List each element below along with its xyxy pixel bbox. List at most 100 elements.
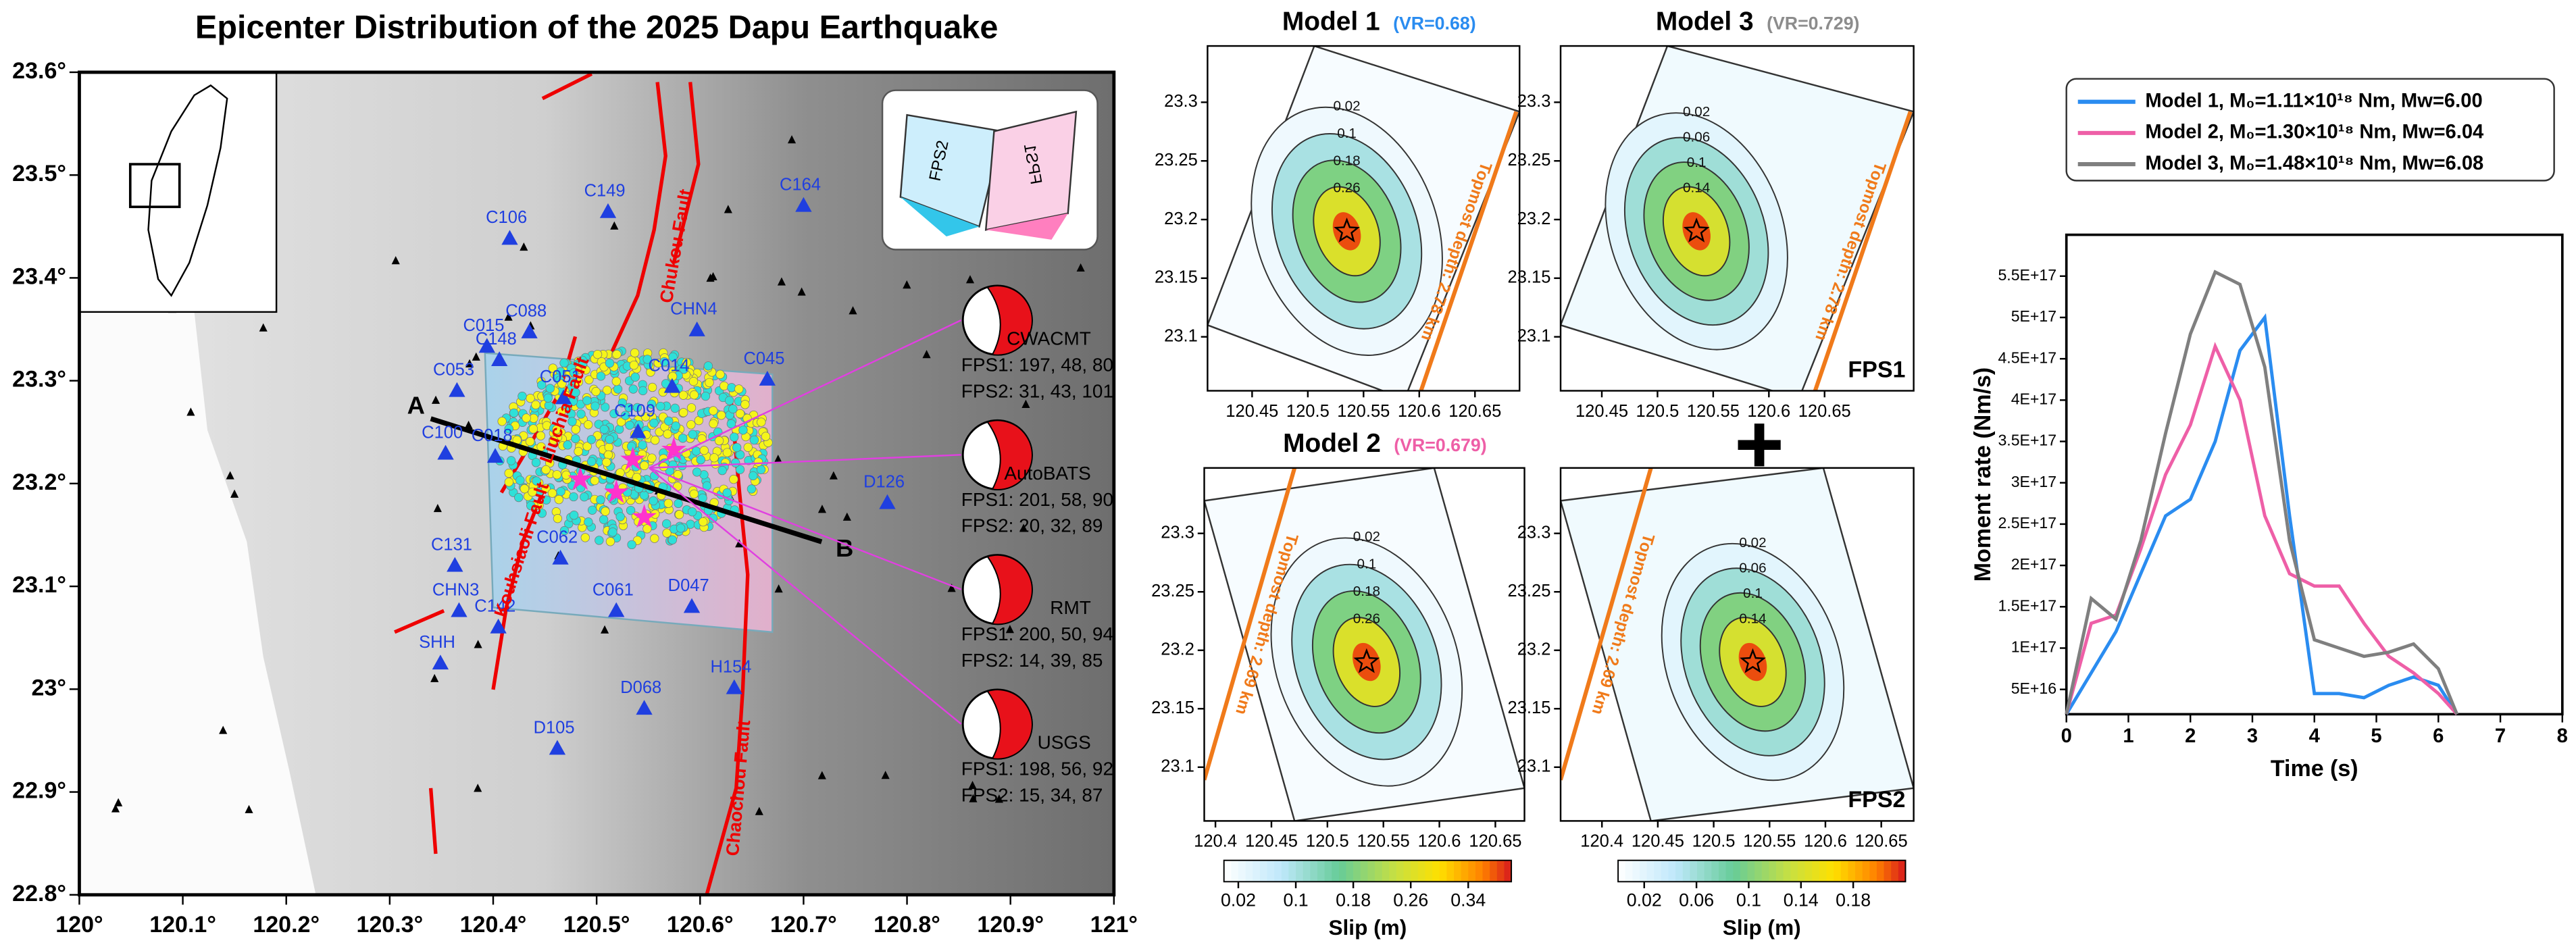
aftershock — [689, 489, 699, 499]
aftershock — [691, 446, 701, 456]
aftershock — [621, 411, 630, 420]
x-tick-label: 120.3° — [356, 912, 423, 938]
aftershock — [590, 476, 599, 486]
seismic-station-minor — [186, 407, 195, 416]
aftershock — [588, 505, 597, 515]
y-tick-label: 1E+17 — [2011, 638, 2056, 656]
aftershock — [541, 484, 551, 493]
aftershock — [699, 446, 709, 455]
station — [486, 448, 504, 463]
colorbar-cell — [1482, 860, 1490, 882]
station-label: C014 — [649, 356, 690, 375]
colorbar-cell — [1353, 860, 1361, 882]
aftershock — [715, 369, 725, 380]
legend-box — [2065, 78, 2555, 182]
seismic-station-minor — [391, 256, 400, 265]
aftershock — [640, 461, 649, 471]
aftershock — [729, 432, 739, 442]
aftershock — [611, 376, 622, 386]
aftershock — [627, 442, 636, 451]
panel-tag: FPS1 — [1848, 357, 1905, 382]
panel-frame — [1559, 467, 1915, 822]
y-tick-label: 23.2 — [1517, 209, 1551, 228]
aftershock — [580, 533, 590, 542]
station-label: C149 — [584, 182, 626, 201]
colorbar-tick-label: 0.26 — [1393, 890, 1428, 910]
aftershock — [543, 393, 553, 403]
colorbar-cell — [1310, 860, 1318, 882]
seismic-station-minor — [994, 794, 1003, 803]
colorbar-tick-label: 0.34 — [1450, 890, 1486, 910]
seismic-station-minor — [903, 280, 911, 289]
y-tick-label: 23.1 — [1164, 326, 1198, 345]
aftershock — [544, 401, 554, 411]
aftershock — [649, 418, 659, 428]
colorbar-cell — [1855, 860, 1863, 882]
colorbar-cell — [1475, 860, 1484, 882]
station — [879, 494, 896, 509]
y-tick-label: 23.3 — [1517, 523, 1551, 542]
aftershock — [586, 457, 597, 467]
agency: CWACMT — [1007, 328, 1091, 349]
fps2-text: FPS2: 31, 43, 101 — [961, 380, 1113, 401]
y-tick-label: 5E+16 — [2011, 679, 2056, 697]
aftershock — [628, 384, 638, 394]
colorbar-cell — [1711, 860, 1719, 882]
colorbar-cell — [1288, 860, 1296, 882]
x-tick-label: 120.9° — [977, 912, 1044, 938]
series-line — [2065, 313, 2458, 715]
y-tick-label: 23.15 — [1155, 268, 1198, 287]
colorbar-cell — [1274, 860, 1282, 882]
colorbar-cell — [1661, 860, 1669, 882]
contour-label: 0.26 — [1353, 611, 1380, 626]
x-tick-label: 120.45 — [1575, 402, 1628, 421]
station — [795, 197, 812, 212]
station — [521, 324, 538, 338]
aftershock — [605, 358, 615, 368]
aftershock — [604, 442, 614, 452]
aftershock — [638, 440, 647, 450]
aftershock — [734, 384, 744, 394]
aftershock — [735, 465, 745, 474]
aftershock — [547, 488, 557, 498]
aftershock — [617, 398, 628, 408]
aftershock — [661, 519, 672, 529]
aftershock — [629, 360, 639, 370]
colorbar-cell — [1360, 860, 1369, 882]
aftershock — [563, 440, 572, 450]
aftershock — [708, 513, 718, 523]
x-tick-label: 0 — [2061, 725, 2072, 747]
aftershock — [722, 488, 732, 498]
topmost-edge — [1561, 467, 1653, 781]
aftershock — [591, 386, 601, 396]
aftershock — [667, 535, 678, 544]
y-tick-label: 23.2° — [12, 469, 66, 495]
aftershock — [569, 368, 579, 378]
seismic-station-minor — [724, 205, 732, 213]
y-tick-label: 23.3 — [1164, 92, 1198, 111]
colorbar-cell — [1891, 860, 1899, 882]
colorbar-label: Slip (m) — [1723, 915, 1801, 940]
agency: RMT — [1050, 597, 1091, 618]
station-label: C142 — [474, 597, 515, 616]
aftershock — [656, 401, 665, 411]
seismic-station-minor — [817, 505, 827, 513]
contour-label: 0.02 — [1333, 98, 1360, 113]
colorbar-cell — [1690, 860, 1698, 882]
profile-line — [430, 416, 823, 544]
aftershock — [642, 355, 652, 364]
aftershock — [722, 448, 732, 457]
series-line — [2065, 342, 2458, 716]
station — [451, 602, 468, 617]
x-tick-label: 120.5 — [1692, 832, 1736, 851]
colorbar-cell — [1783, 860, 1792, 882]
x-tick-label: 120.55 — [1337, 402, 1390, 421]
colorbar-cell — [1346, 860, 1354, 882]
panel-tag: FPS2 — [1848, 787, 1905, 813]
aftershock — [549, 436, 559, 445]
aftershock — [709, 419, 718, 429]
fps-foot — [986, 213, 1068, 240]
station-label: D047 — [668, 576, 709, 595]
seismic-station-minor — [472, 352, 480, 361]
